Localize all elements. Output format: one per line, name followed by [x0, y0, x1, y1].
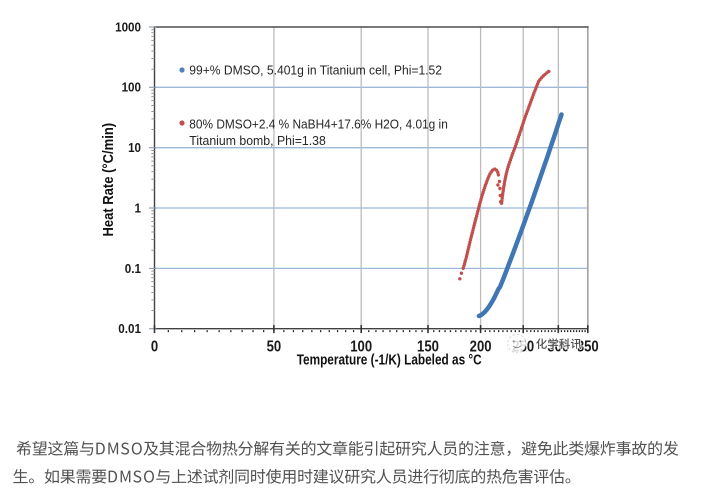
svg-text:1: 1 [135, 201, 142, 215]
svg-text:1000: 1000 [115, 20, 141, 34]
svg-text:Titanium bomb, Phi=1.38: Titanium bomb, Phi=1.38 [189, 133, 325, 148]
svg-text:Temperature (-1/K) Labeled as: Temperature (-1/K) Labeled as °C [297, 353, 482, 369]
svg-text:0: 0 [151, 338, 158, 355]
svg-text:50: 50 [267, 338, 282, 355]
svg-text:80% DMSO+2.4 % NaBH4+17.6% H2O: 80% DMSO+2.4 % NaBH4+17.6% H2O, 4.01g in [189, 117, 448, 132]
svg-text:99+% DMSO, 5.401g in Titanium: 99+% DMSO, 5.401g in Titanium cell, Phi=… [189, 63, 442, 78]
svg-text:0.01: 0.01 [118, 322, 141, 336]
svg-text:150: 150 [417, 338, 439, 355]
svg-text:0.1: 0.1 [125, 262, 141, 276]
svg-text:Heat Rate (°C/min): Heat Rate (°C/min) [101, 123, 117, 237]
svg-text:200: 200 [470, 338, 492, 355]
svg-text:100: 100 [350, 338, 372, 355]
svg-text:350: 350 [577, 338, 599, 355]
svg-text:10: 10 [128, 141, 141, 155]
svg-text:100: 100 [122, 81, 141, 95]
